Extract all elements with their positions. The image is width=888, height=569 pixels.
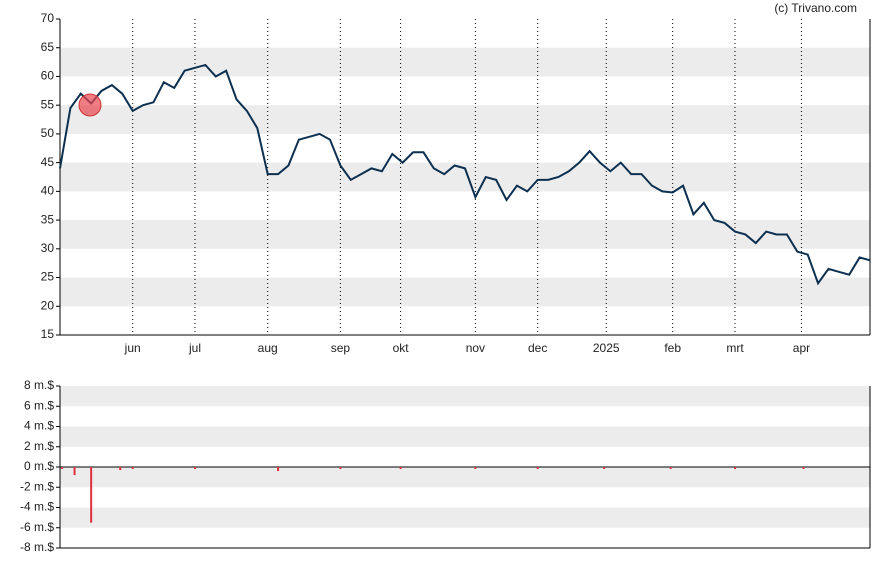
x-tick-label: dec	[528, 341, 547, 355]
bar	[277, 467, 280, 472]
grid-band	[60, 386, 870, 407]
y-tick-label: 0 m.$	[24, 459, 54, 473]
x-tick-label: jul	[188, 341, 201, 355]
y-tick-label: 55	[41, 97, 55, 111]
bar	[339, 467, 342, 470]
bar	[119, 467, 122, 471]
x-tick-label: feb	[664, 341, 681, 355]
plot-background	[60, 386, 870, 528]
plot-background	[60, 47, 870, 307]
y-tick-label: 2 m.$	[24, 439, 54, 453]
x-tick-label: apr	[793, 341, 810, 355]
y-tick-label: 35	[41, 212, 55, 226]
grid-band	[60, 426, 870, 447]
y-tick-label: -2 m.$	[20, 479, 54, 493]
bar	[474, 467, 477, 470]
grid-band	[60, 162, 870, 192]
bar	[61, 467, 64, 470]
y-tick-label: -8 m.$	[20, 540, 54, 554]
grid-band	[60, 277, 870, 307]
y-tick-label: -6 m.$	[20, 520, 54, 534]
y-tick-label: 45	[41, 155, 55, 169]
y-tick-label: 30	[41, 241, 55, 255]
y-tick-label: 25	[41, 270, 55, 284]
x-tick-label: 2025	[593, 341, 620, 355]
price-line	[59, 63, 871, 286]
y-tick-label: 60	[41, 69, 55, 83]
y-tick-label: 40	[41, 184, 55, 198]
y-tick-label: 50	[41, 126, 55, 140]
x-tick-label: aug	[258, 341, 278, 355]
y-tick-label: 6 m.$	[24, 398, 54, 412]
y-tick-label: 8 m.$	[24, 378, 54, 392]
bar	[802, 467, 805, 470]
y-tick-label: 15	[41, 327, 55, 341]
bar	[536, 467, 539, 470]
y-tick-label: 70	[41, 11, 55, 25]
grid-band	[60, 220, 870, 249]
highlight-marker	[78, 93, 102, 117]
grid-band	[60, 105, 870, 134]
bar	[131, 467, 134, 470]
credit: (c) Trivano.com	[774, 1, 857, 15]
bar	[603, 467, 606, 470]
bar	[399, 467, 402, 470]
grid-band	[60, 47, 870, 77]
x-tick-label: nov	[466, 341, 485, 355]
x-tick-label: jun	[124, 341, 141, 355]
x-tick-label: mrt	[726, 341, 744, 355]
bar	[669, 467, 672, 470]
x-tick-label: okt	[393, 341, 410, 355]
y-tick-label: 4 m.$	[24, 419, 54, 433]
y-tick-label: -4 m.$	[20, 500, 54, 514]
y-tick-label: 20	[41, 298, 55, 312]
grid-band	[60, 467, 870, 488]
grid-band	[60, 507, 870, 528]
bar	[194, 467, 196, 470]
bar	[734, 467, 736, 470]
y-tick-label: 65	[41, 40, 55, 54]
bar	[73, 467, 76, 476]
x-tick-label: sep	[331, 341, 351, 355]
bar	[90, 467, 93, 523]
